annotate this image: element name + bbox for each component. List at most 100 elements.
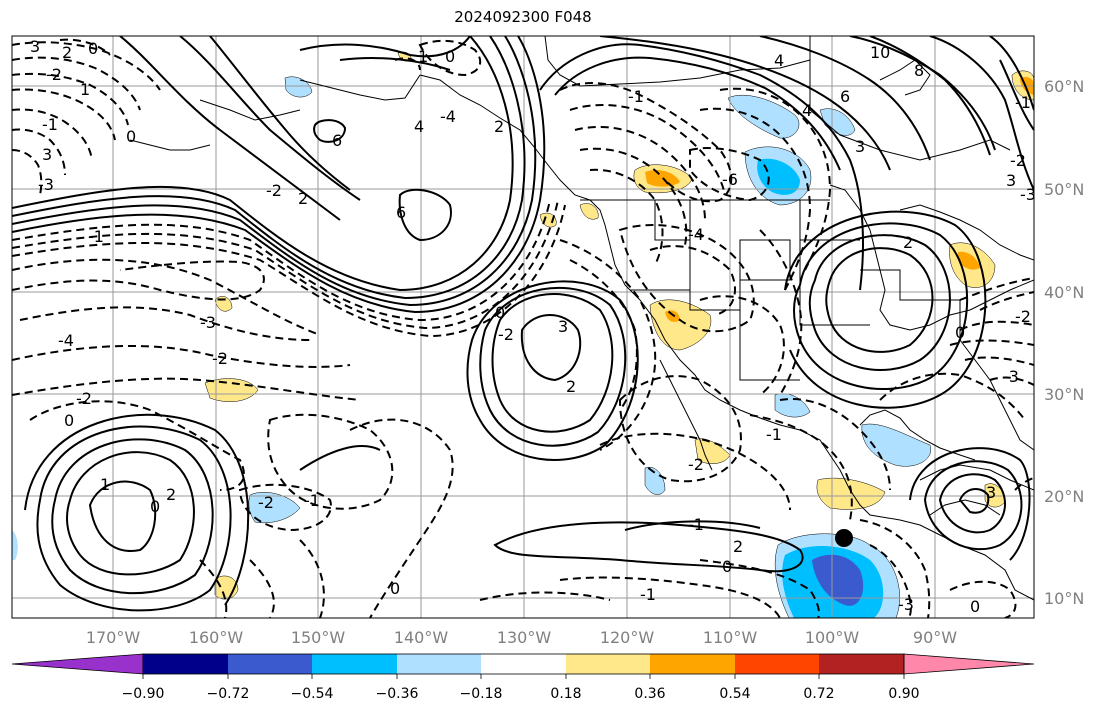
contour-label: 0 — [445, 47, 455, 66]
colorbar-tick-label: 0.72 — [803, 686, 834, 702]
colorbar-tick-label: 0.18 — [550, 686, 581, 702]
latitude-labels: 60°N 50°N 40°N 30°N 20°N 10°N — [1044, 77, 1084, 608]
colorbar-tick-label: 0.90 — [888, 686, 919, 702]
lat-tick-label: 10°N — [1044, 589, 1084, 608]
colorbar-tick-label: 0.36 — [634, 686, 665, 702]
contour-label: 0 — [970, 597, 980, 616]
colorbar-tick-label: −0.90 — [122, 686, 165, 702]
contour-label: -1 — [766, 425, 782, 444]
shade-negative — [12, 530, 18, 560]
colorbar-bin — [143, 654, 228, 674]
lon-tick-label: 150°W — [291, 628, 346, 647]
contour-label: -2 — [1010, 151, 1026, 170]
contour-label: 0 — [88, 39, 98, 58]
contour-label: -4 — [688, 225, 704, 244]
map-title: 2024092300 F048 — [454, 8, 592, 26]
lon-tick-label: 100°W — [805, 628, 860, 647]
colorbar-bin — [228, 654, 312, 674]
storm-center-marker — [835, 529, 853, 547]
contour-label: -2 — [688, 455, 704, 474]
lat-tick-label: 40°N — [1044, 283, 1084, 302]
contour-label: -1 — [640, 585, 656, 604]
contour-label: -2 — [46, 65, 62, 84]
colorbar-tick-label: −0.36 — [376, 686, 419, 702]
contours-positive — [12, 36, 1034, 612]
lon-tick-label: 160°W — [189, 628, 244, 647]
contour-label: -4 — [58, 331, 74, 350]
contour-label: -3 — [1020, 185, 1036, 204]
contour-label: 3 — [558, 317, 568, 336]
contour-label: -1 — [304, 491, 320, 510]
contour-label: 3 — [42, 145, 52, 164]
contour-label: 3 — [1006, 171, 1016, 190]
shade-positive — [665, 310, 680, 322]
colorbar-tick-label: −0.18 — [460, 686, 503, 702]
contour-label: 10 — [870, 43, 890, 62]
lat-tick-label: 30°N — [1044, 385, 1084, 404]
contour-label: 2 — [494, 117, 504, 136]
shade-negative — [757, 158, 800, 195]
contours-negative — [12, 38, 1034, 618]
colorbar-bin — [650, 654, 735, 674]
contour-label: -2 — [212, 349, 228, 368]
lon-tick-label: 140°W — [394, 628, 449, 647]
contour-label: -1 — [88, 227, 104, 246]
contour-label: 0 — [495, 303, 505, 322]
contour-label: 0 — [722, 557, 732, 576]
contour-label: 1 — [100, 475, 110, 494]
lon-tick-label: 120°W — [600, 628, 655, 647]
contour-label: -1 — [42, 115, 58, 134]
contour-label: 4 — [774, 51, 784, 70]
contour-label: 1 — [80, 80, 90, 99]
contour-label: 2 — [903, 233, 913, 252]
contour-labels: 3 -2 2 0 1 -1 3 0 -3 4 6 6 -2 2 -1 0 10 … — [30, 37, 1036, 616]
contour-label: 2 — [62, 43, 72, 62]
contour-label: 2 — [566, 377, 576, 396]
shade-negative — [248, 492, 301, 524]
contour-label: 0 — [64, 411, 74, 430]
contour-label: -3 — [1003, 367, 1019, 386]
contour-label: 3 — [986, 483, 996, 502]
contour-label: -1 — [628, 87, 644, 106]
lat-tick-label: 60°N — [1044, 77, 1084, 96]
colorbar-tick-label: −0.72 — [207, 686, 250, 702]
contour-label: 6 — [840, 87, 850, 106]
contour-label: 3 — [30, 37, 40, 56]
shade-positive — [204, 378, 259, 402]
contour-label: -2 — [76, 389, 92, 408]
contour-label: 6 — [396, 203, 406, 222]
colorbar-bin — [481, 654, 566, 674]
shade-negative — [812, 554, 864, 606]
contour-label: -3 — [200, 313, 216, 332]
lat-tick-label: 50°N — [1044, 180, 1084, 199]
colorbar-extend-low — [11, 653, 144, 675]
colorbar: −0.90 −0.72 −0.54 −0.36 −0.18 0.18 0.36 … — [11, 653, 1035, 702]
contour-label: 3 — [855, 137, 865, 156]
colorbar-bin — [312, 654, 397, 674]
shade-positive — [579, 203, 599, 220]
colorbar-frame — [142, 653, 905, 675]
lon-tick-label: 110°W — [703, 628, 758, 647]
contour-label: -1 — [688, 515, 704, 534]
shade-negative — [727, 94, 800, 139]
map-plot-area: 3 -2 2 0 1 -1 3 0 -3 4 6 6 -2 2 -1 0 10 … — [12, 36, 1036, 618]
contour-label: 2 — [733, 537, 743, 556]
contour-label: 2 — [298, 189, 308, 208]
contour-label: 0 — [150, 497, 160, 516]
colorbar-tick-label: 0.54 — [719, 686, 750, 702]
map-frame — [11, 35, 1035, 619]
colorbar-bin — [566, 654, 650, 674]
contour-label: 8 — [914, 61, 924, 80]
contour-label: -6 — [722, 170, 738, 189]
colorbar-bin — [397, 654, 481, 674]
contour-label: -3 — [898, 595, 914, 614]
shade-negative — [644, 466, 666, 495]
contour-label: 6 — [332, 131, 342, 150]
lon-tick-label: 90°W — [913, 628, 957, 647]
shade-negative — [284, 76, 313, 98]
contour-label: 0 — [390, 579, 400, 598]
contour-label: -3 — [38, 175, 54, 194]
lon-tick-label: 170°W — [86, 628, 141, 647]
contour-label: 2 — [166, 485, 176, 504]
